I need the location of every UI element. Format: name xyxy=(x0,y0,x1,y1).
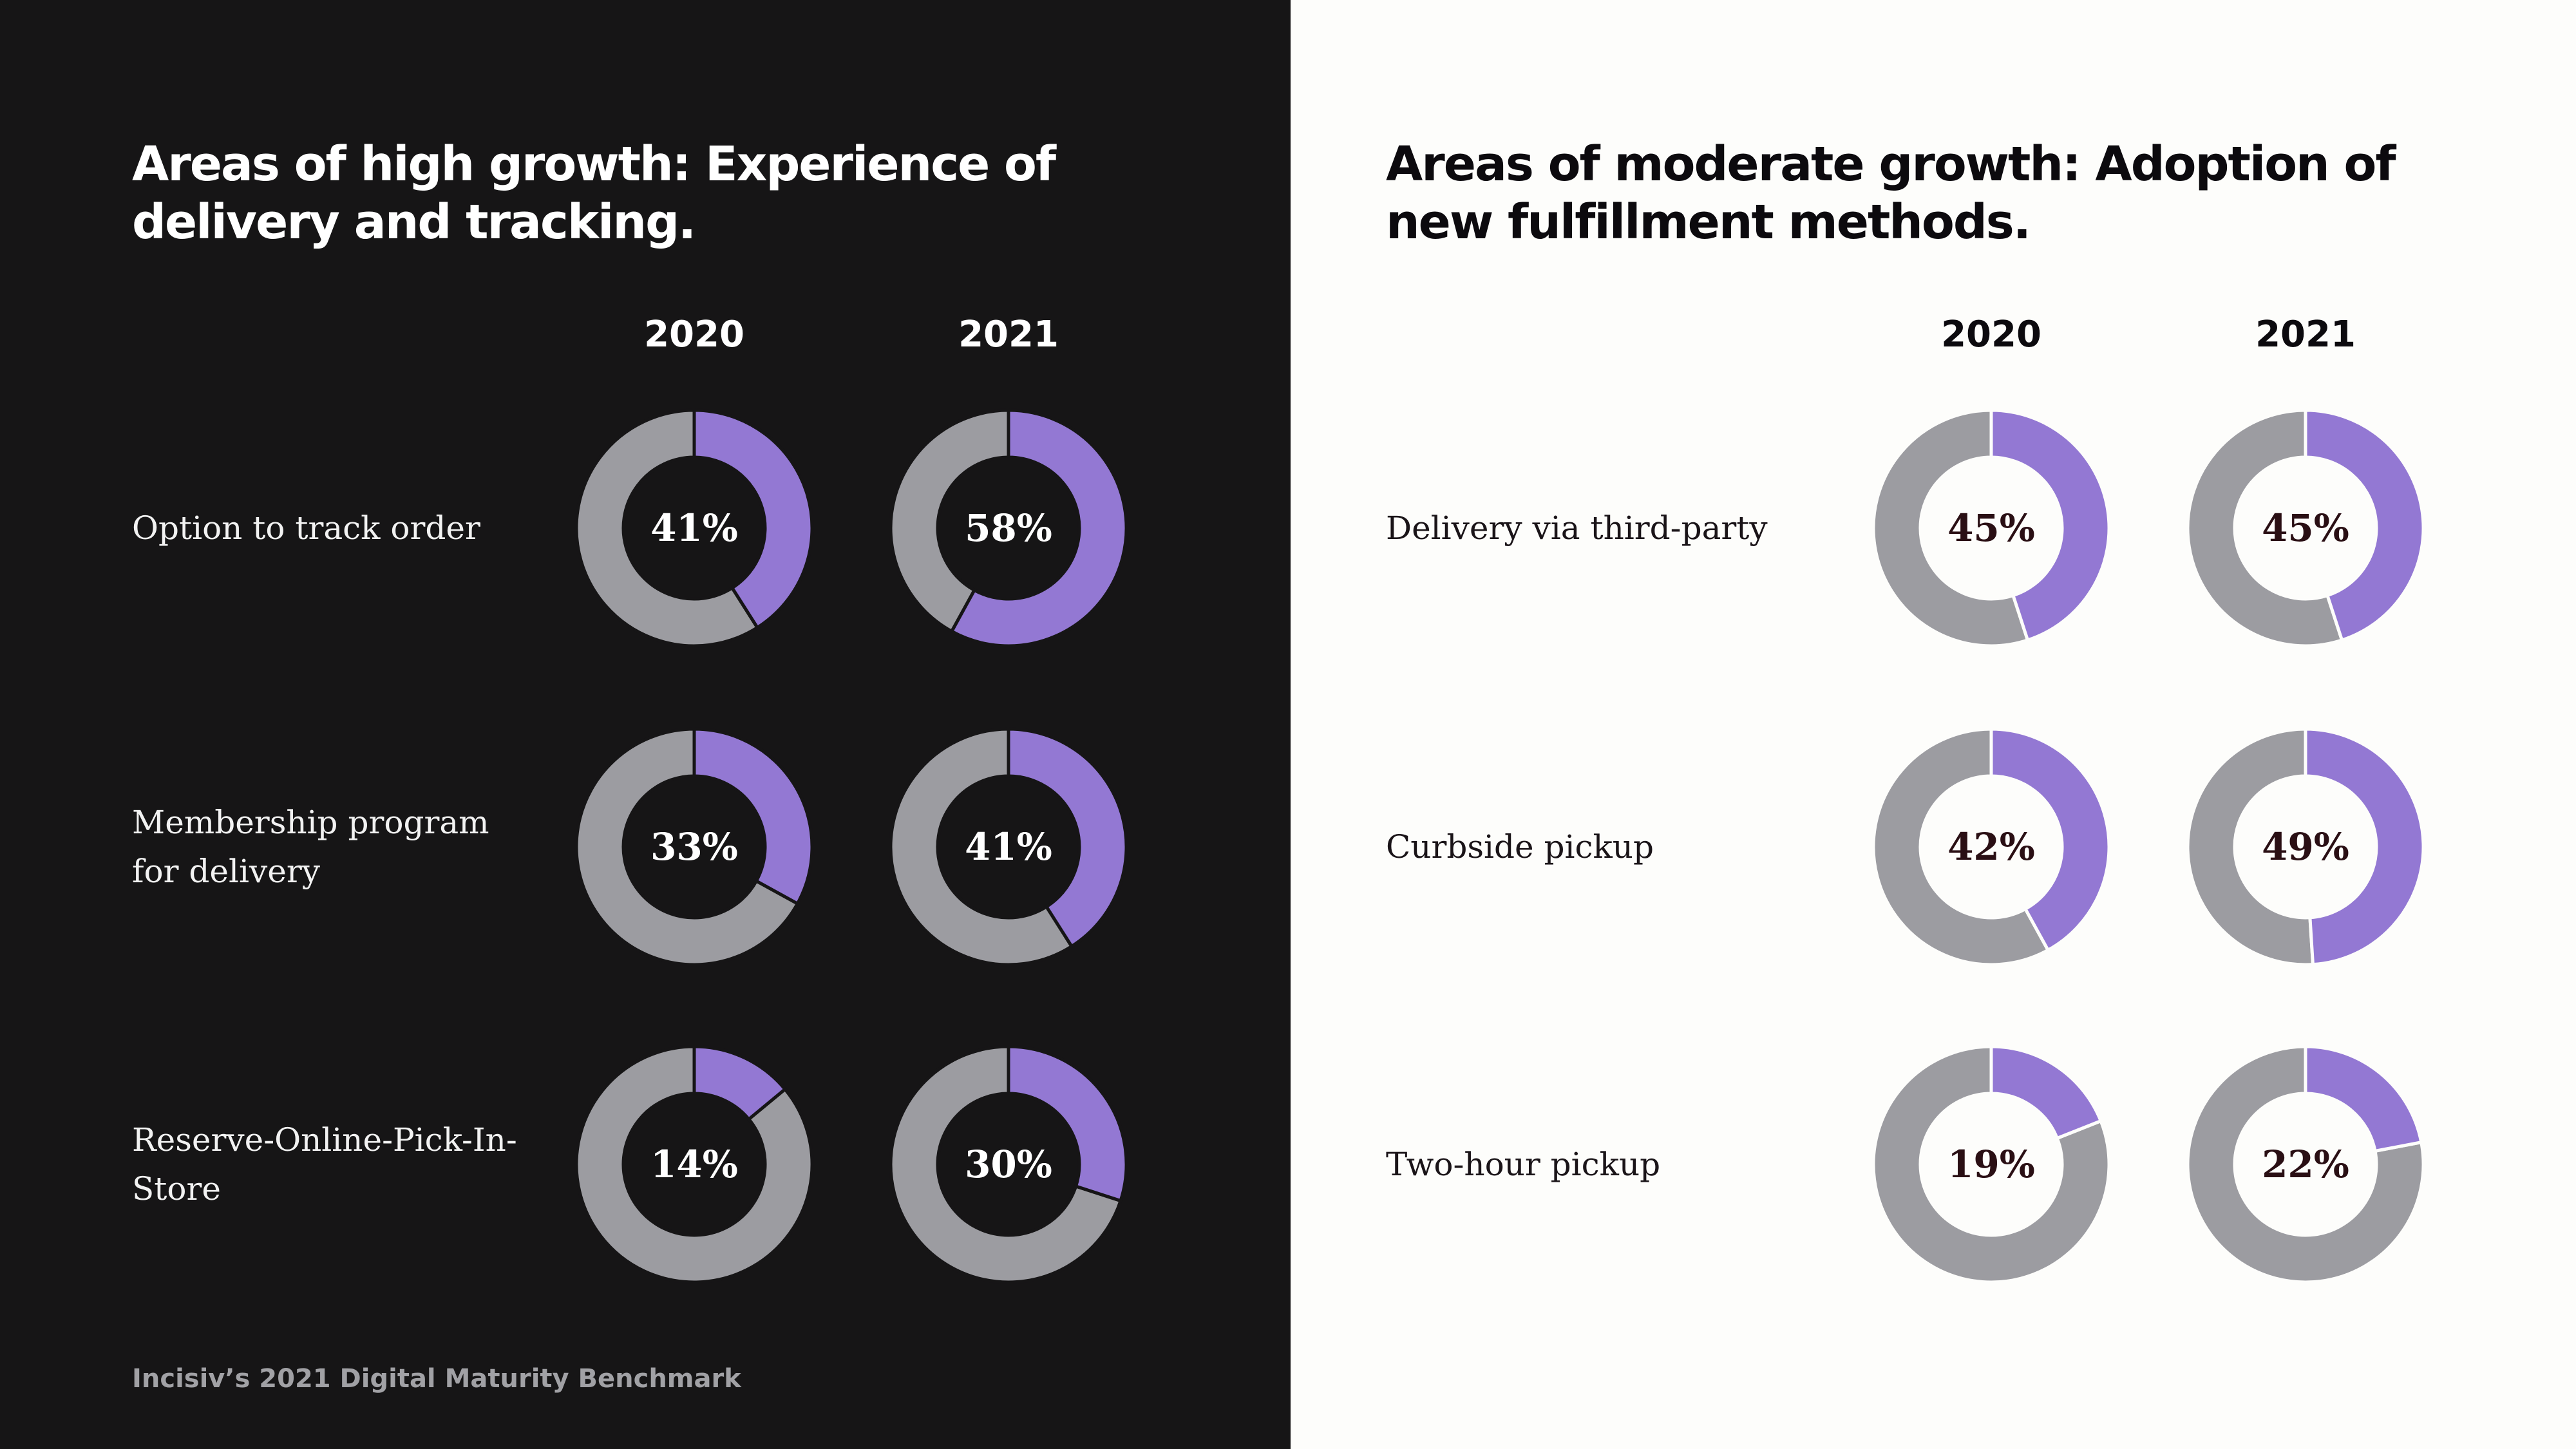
donut-reserve-online-pick-in-store-2020: 14% xyxy=(574,1045,814,1284)
donut-value-membership-program-for-delivery-2020 xyxy=(692,727,814,906)
donut-option-to-track-order-2020: 41% xyxy=(574,408,814,648)
donut-value-two-hour-pickup-2021 xyxy=(2304,1045,2423,1153)
year-label-2020: 2020 xyxy=(644,314,744,355)
year-label-2020: 2020 xyxy=(1941,314,2041,355)
donut-label-two-hour-pickup-2021: 22% xyxy=(2262,1142,2349,1186)
donut-value-curbside-pickup-2020 xyxy=(1989,727,2111,952)
right-panel-title: Areas of moderate growth: Adoption of ne… xyxy=(1386,137,2396,250)
donut-remainder-option-to-track-order-2020 xyxy=(574,408,760,648)
donut-label-two-hour-pickup-2020: 19% xyxy=(1947,1142,2035,1186)
donut-remainder-delivery-via-third-party-2020 xyxy=(1871,408,2030,648)
left-panel: Areas of high growth: Experience of deli… xyxy=(0,0,1291,1449)
left-panel-title: Areas of high growth: Experience of deli… xyxy=(132,137,1056,250)
donut-label-curbside-pickup-2021: 49% xyxy=(2262,825,2349,869)
donut-label-delivery-via-third-party-2021: 45% xyxy=(2262,506,2349,550)
donut-value-two-hour-pickup-2020 xyxy=(1989,1045,2103,1141)
donut-membership-program-for-delivery-2020: 33% xyxy=(574,727,814,967)
donut-delivery-via-third-party-2020: 45% xyxy=(1871,408,2111,648)
donut-remainder-reserve-online-pick-in-store-2020 xyxy=(574,1045,814,1284)
donut-value-delivery-via-third-party-2021 xyxy=(2304,408,2425,643)
donut-value-option-to-track-order-2020 xyxy=(692,408,814,630)
donut-remainder-curbside-pickup-2020 xyxy=(1871,727,2050,967)
donut-remainder-two-hour-pickup-2021 xyxy=(2186,1045,2425,1284)
donut-remainder-curbside-pickup-2021 xyxy=(2186,727,2315,967)
donut-membership-program-for-delivery-2021: 41% xyxy=(889,727,1128,967)
year-label-2021: 2021 xyxy=(958,314,1059,355)
row-label-two-hour-pickup: Two-hour pickup xyxy=(1386,1146,1661,1183)
year-label-2021: 2021 xyxy=(2255,314,2356,355)
donut-remainder-option-to-track-order-2021 xyxy=(889,408,1010,634)
right-panel: Areas of moderate growth: Adoption of ne… xyxy=(1291,0,2576,1449)
donut-value-curbside-pickup-2021 xyxy=(2304,727,2425,967)
donut-value-delivery-via-third-party-2020 xyxy=(1989,408,2111,643)
donut-value-reserve-online-pick-in-store-2020 xyxy=(692,1045,788,1122)
donut-two-hour-pickup-2021: 22% xyxy=(2186,1045,2425,1284)
donut-label-reserve-online-pick-in-store-2021: 30% xyxy=(965,1142,1052,1186)
donut-curbside-pickup-2021: 49% xyxy=(2186,727,2425,967)
row-label-third-party-delivery: Delivery via third-party xyxy=(1386,509,1768,547)
source-footnote: Incisiv’s 2021 Digital Maturity Benchmar… xyxy=(132,1364,741,1394)
donut-remainder-membership-program-for-delivery-2020 xyxy=(574,727,800,967)
donut-value-reserve-online-pick-in-store-2021 xyxy=(1007,1045,1128,1203)
donut-delivery-via-third-party-2021: 45% xyxy=(2186,408,2425,648)
row-label-bopis: Reserve-Online-Pick-In-Store xyxy=(132,1121,517,1208)
donut-label-delivery-via-third-party-2020: 45% xyxy=(1947,506,2035,550)
row-label-membership-program: Membership program for delivery xyxy=(132,804,489,890)
donut-two-hour-pickup-2020: 19% xyxy=(1871,1045,2111,1284)
donut-value-membership-program-for-delivery-2021 xyxy=(1007,727,1128,949)
donut-reserve-online-pick-in-store-2021: 30% xyxy=(889,1045,1128,1284)
donut-label-curbside-pickup-2020: 42% xyxy=(1947,825,2035,869)
donut-label-membership-program-for-delivery-2021: 41% xyxy=(965,825,1052,869)
donut-label-reserve-online-pick-in-store-2020: 14% xyxy=(650,1142,738,1186)
donut-remainder-two-hour-pickup-2020 xyxy=(1871,1045,2111,1284)
donut-remainder-membership-program-for-delivery-2021 xyxy=(889,727,1074,967)
donut-value-option-to-track-order-2021 xyxy=(949,408,1128,648)
row-label-curbside-pickup: Curbside pickup xyxy=(1386,828,1654,866)
donut-remainder-delivery-via-third-party-2021 xyxy=(2186,408,2344,648)
donut-label-option-to-track-order-2020: 41% xyxy=(650,506,738,550)
row-label-track-order: Option to track order xyxy=(132,509,480,547)
donut-curbside-pickup-2020: 42% xyxy=(1871,727,2111,967)
donut-label-option-to-track-order-2021: 58% xyxy=(965,506,1052,550)
donut-remainder-reserve-online-pick-in-store-2021 xyxy=(889,1045,1123,1284)
donut-label-membership-program-for-delivery-2020: 33% xyxy=(650,825,738,869)
donut-option-to-track-order-2021: 58% xyxy=(889,408,1128,648)
